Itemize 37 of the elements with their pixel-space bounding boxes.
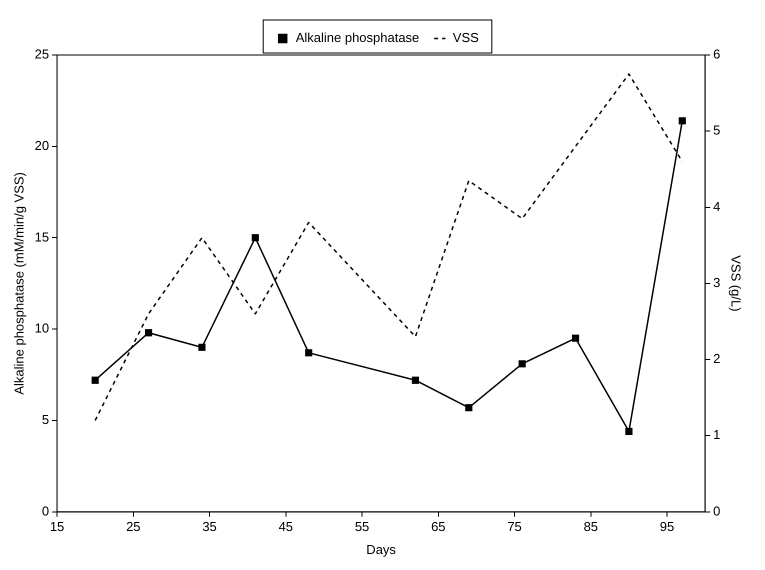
y2-tick-label: 2	[713, 351, 720, 366]
point	[625, 428, 632, 435]
point	[572, 334, 580, 342]
y-axis-title: Alkaline phosphatase (mM/min/g VSS)	[11, 172, 26, 395]
y2-tick-label: 5	[713, 122, 720, 138]
legend-label: Alkaline phosphatase	[296, 30, 420, 46]
y2-axis-title: VSS (g/L)	[728, 255, 744, 312]
legend-label: VSS	[452, 30, 480, 46]
x-tick-label: 55	[354, 519, 370, 534]
x-tick-label: 65	[431, 519, 446, 534]
point	[305, 349, 312, 356]
y-tick-label: 15	[34, 229, 50, 244]
point	[198, 344, 206, 351]
x-tick-label: 85	[584, 519, 598, 534]
y2-tick-label: 3	[713, 274, 720, 290]
y2-tick-label: 0	[713, 503, 720, 518]
point	[678, 117, 686, 124]
y2-tick-label: 6	[713, 46, 720, 62]
x-tick-label: 35	[202, 519, 217, 534]
y-tick-label: 10	[34, 320, 50, 336]
point	[412, 376, 420, 384]
point	[518, 360, 526, 368]
x-tick-label: 45	[278, 519, 294, 534]
y-tick-label: 20	[34, 138, 50, 153]
point	[144, 329, 152, 336]
y2-tick-label: 1	[713, 427, 720, 442]
point	[92, 376, 99, 384]
point	[465, 404, 472, 412]
y-tick-label: 5	[42, 412, 50, 428]
y-tick-label: 0	[42, 503, 50, 518]
x-tick-label: 25	[126, 519, 141, 534]
x-tick-label: 95	[660, 519, 674, 534]
y2-tick-label: 4	[713, 198, 720, 214]
point	[252, 234, 259, 242]
x-axis-title: Days	[366, 542, 396, 557]
y-tick-label: 25	[34, 46, 50, 62]
x-tick-label: 75	[507, 519, 522, 534]
